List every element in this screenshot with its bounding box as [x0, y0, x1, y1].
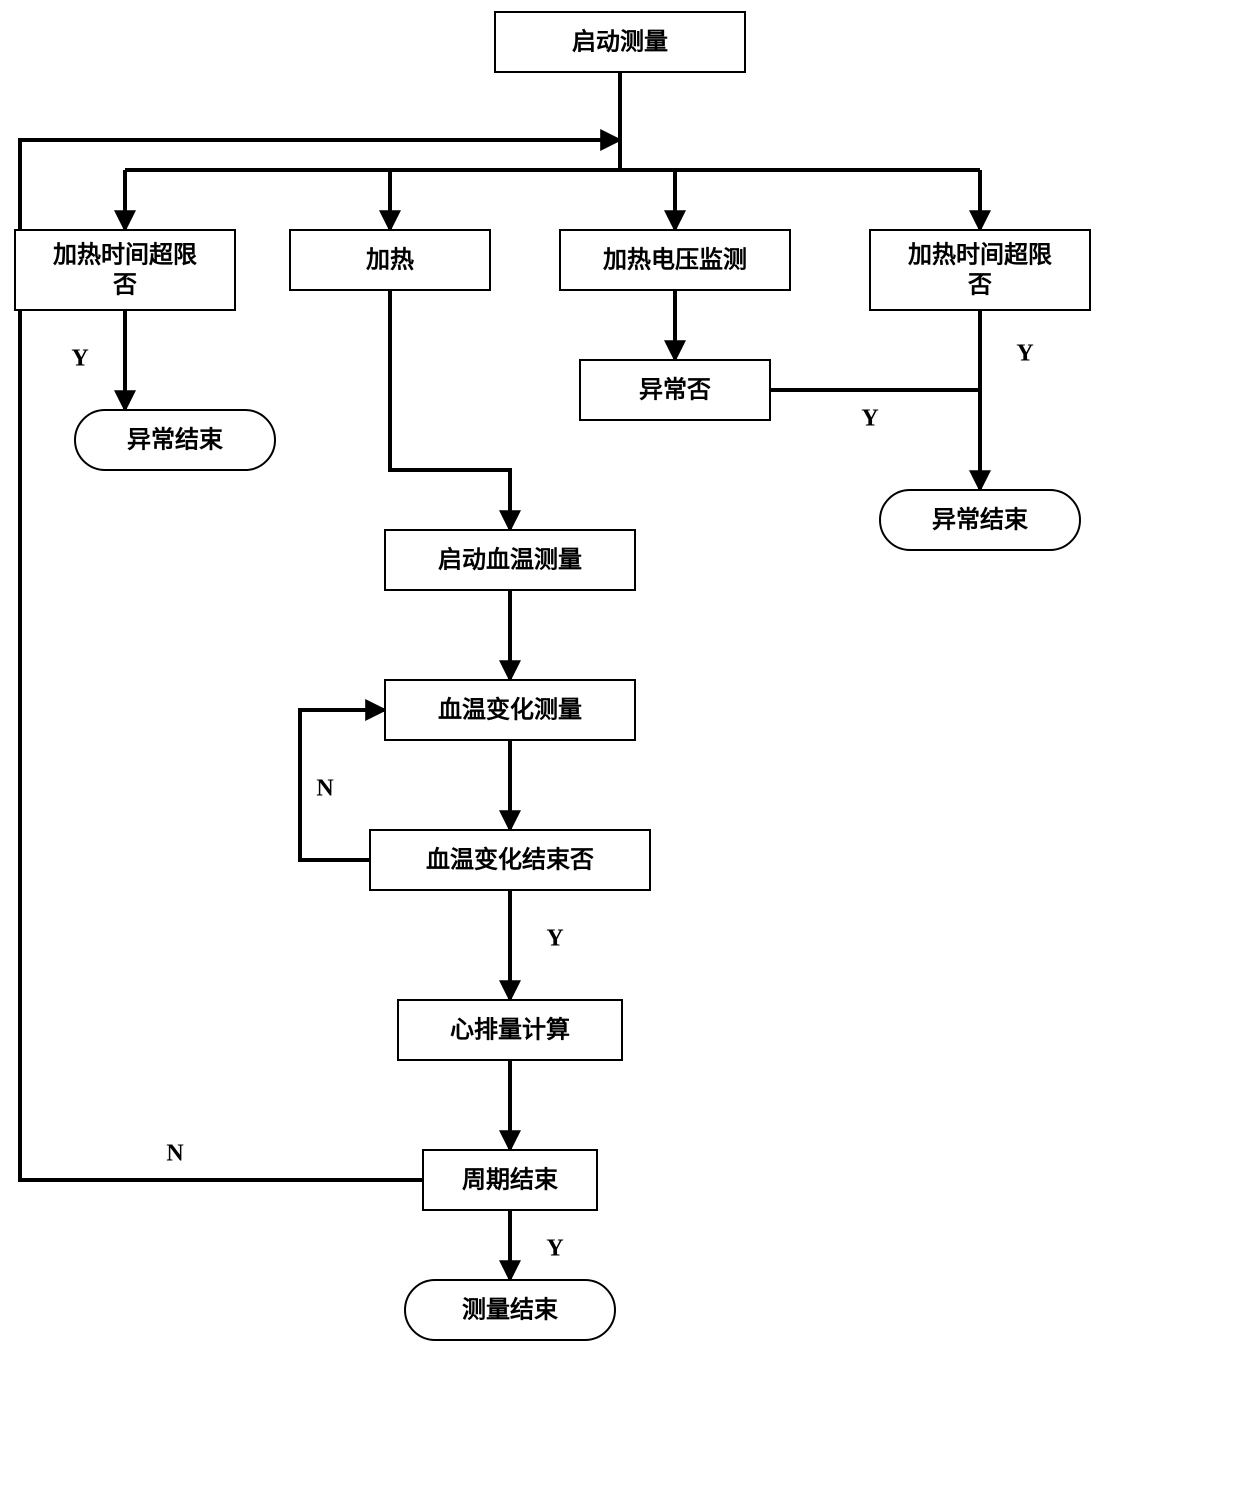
node-heat: 加热: [290, 230, 490, 290]
node-label-cycle_end-0: 周期结束: [462, 1167, 559, 1194]
node-abend_right: 异常结束: [880, 490, 1080, 550]
node-label-abend_right-0: 异常结束: [932, 507, 1029, 534]
edge-label-17: N: [166, 1141, 184, 1167]
edge-label-8: Y: [861, 406, 878, 432]
node-measure_end: 测量结束: [405, 1280, 615, 1340]
node-cycle_end: 周期结束: [423, 1150, 597, 1210]
node-label-abend_left-0: 异常结束: [127, 427, 224, 454]
edge-label-16: Y: [546, 1236, 563, 1262]
node-label-bt_change-0: 血温变化测量: [438, 696, 582, 724]
node-label-timeout_right-1: 否: [967, 273, 992, 299]
edge-label-6: Y: [71, 346, 88, 372]
node-abnormal_q: 异常否: [580, 360, 770, 420]
node-label-abnormal_q-0: 异常否: [639, 377, 711, 404]
node-label-start_bt-0: 启动血温测量: [438, 546, 582, 574]
node-start_bt: 启动血温测量: [385, 530, 635, 590]
edge-label-14: Y: [546, 926, 563, 952]
node-timeout_left: 加热时间超限否: [15, 230, 235, 310]
edge-label-9: Y: [1016, 341, 1033, 367]
node-label-timeout_left-0: 加热时间超限: [53, 242, 197, 269]
node-label-start-0: 启动测量: [572, 28, 668, 56]
node-label-co_calc-0: 心排量计算: [450, 1016, 570, 1044]
node-label-heat-0: 加热: [366, 247, 414, 274]
node-bt_change: 血温变化测量: [385, 680, 635, 740]
node-label-timeout_left-1: 否: [112, 273, 137, 299]
node-timeout_right: 加热时间超限否: [870, 230, 1090, 310]
edge-label-13: N: [316, 776, 334, 802]
node-abend_left: 异常结束: [75, 410, 275, 470]
node-volt_monitor: 加热电压监测: [560, 230, 790, 290]
node-label-timeout_right-0: 加热时间超限: [908, 242, 1052, 269]
node-label-bt_end_q-0: 血温变化结束否: [426, 846, 594, 874]
flowchart-canvas: YYYNYYN启动测量加热时间超限否加热加热电压监测加热时间超限否异常否异常结束…: [0, 0, 1240, 1489]
node-label-measure_end-0: 测量结束: [462, 1297, 559, 1324]
node-label-volt_monitor-0: 加热电压监测: [603, 247, 747, 274]
edge-10: [390, 290, 510, 530]
node-co_calc: 心排量计算: [398, 1000, 622, 1060]
node-start: 启动测量: [495, 12, 745, 72]
node-bt_end_q: 血温变化结束否: [370, 830, 650, 890]
